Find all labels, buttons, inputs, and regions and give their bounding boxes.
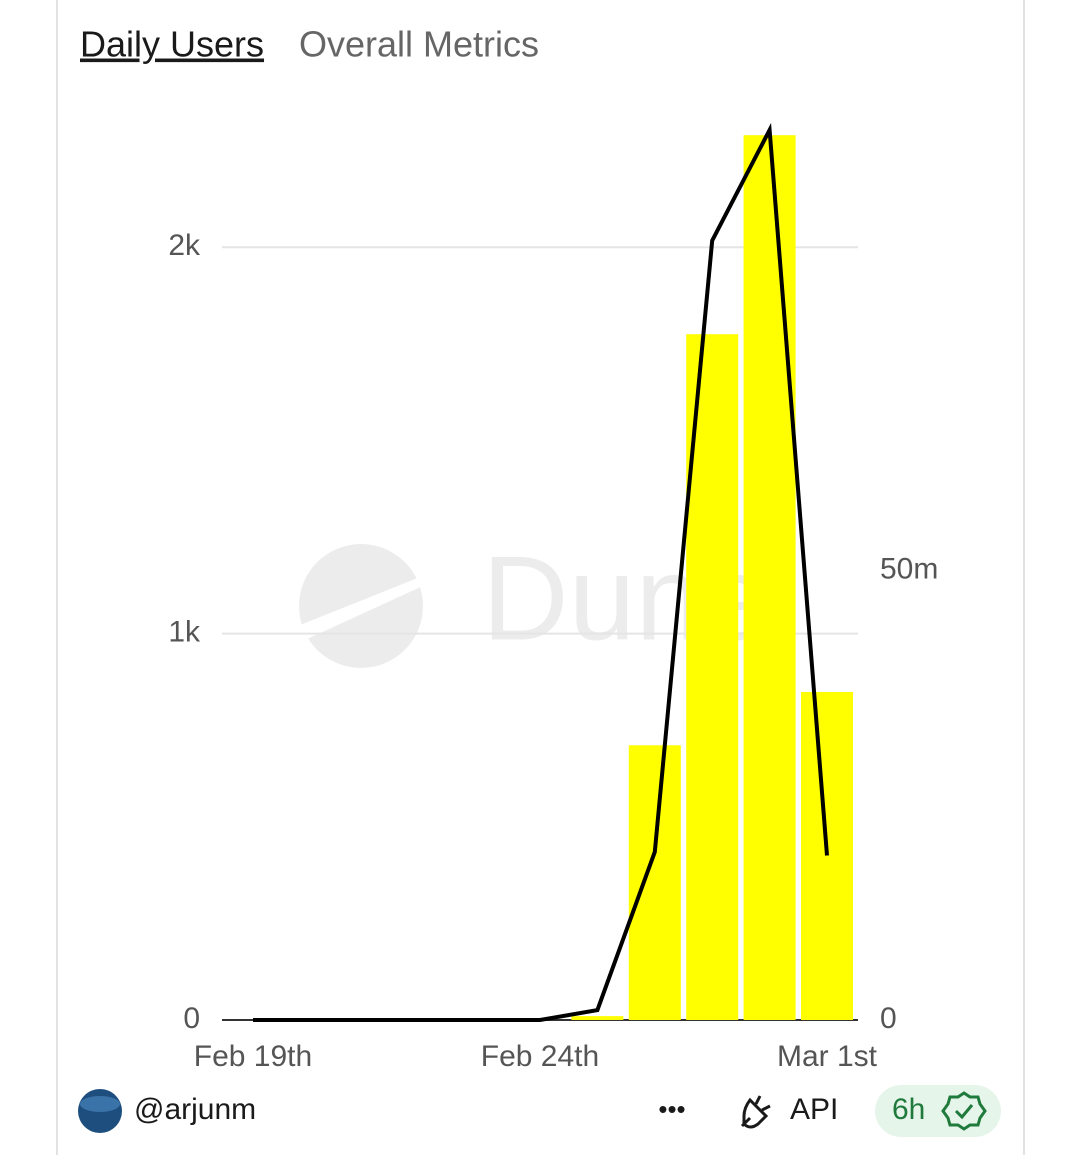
y2-tick-label: 50m (880, 552, 938, 585)
watermark: Dune (299, 532, 769, 668)
watermark-logo-stroke (300, 575, 425, 640)
bar (743, 135, 796, 1020)
avatar-shade (80, 1096, 120, 1112)
y-tick-label: 2k (168, 229, 201, 262)
tab[interactable]: Overall Metrics (299, 24, 539, 65)
freshness-text: 6h (892, 1093, 925, 1126)
more-button[interactable]: ••• (658, 1094, 685, 1124)
x-tick-label: Feb 19th (194, 1040, 312, 1073)
bar (686, 334, 739, 1020)
username[interactable]: @arjunm (134, 1093, 256, 1126)
line (253, 122, 829, 1022)
bar (628, 745, 681, 1020)
api-button[interactable]: API (790, 1093, 838, 1126)
bar (801, 691, 853, 1020)
plot: 0 1k 2k 0 50m Feb 19th Feb 24th Mar 1st (168, 122, 938, 1073)
bar (571, 1016, 624, 1020)
tab-active[interactable]: Daily Users (80, 24, 264, 65)
y-tick-label: 0 (183, 1002, 200, 1035)
x-tick-label: Mar 1st (777, 1040, 878, 1073)
watermark-logo (299, 544, 423, 668)
y2-tick-label: 0 (880, 1002, 897, 1035)
plug-icon (740, 1095, 771, 1129)
x-tick-label: Feb 24th (481, 1040, 599, 1073)
check-icon (941, 1091, 987, 1131)
y-tick-label: 1k (168, 616, 201, 649)
